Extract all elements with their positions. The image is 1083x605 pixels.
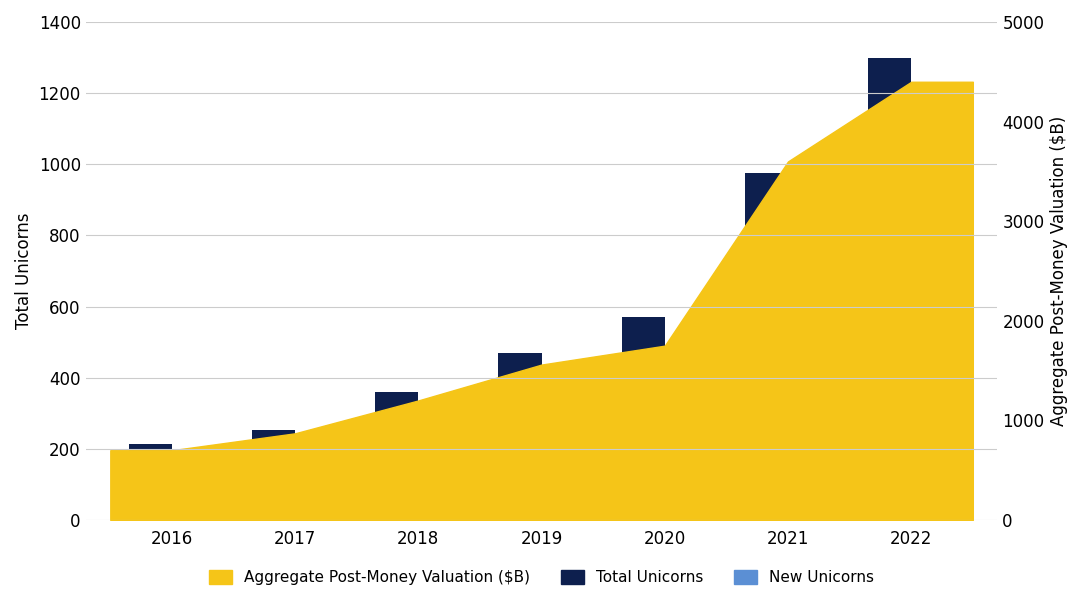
Bar [745,173,788,520]
Bar [129,444,172,520]
Bar [869,57,911,520]
Bar [665,452,708,520]
Bar [375,392,418,520]
Bar [172,497,216,520]
Bar [252,430,296,520]
Bar [622,317,665,520]
Y-axis label: Aggregate Post-Money Valuation ($B): Aggregate Post-Money Valuation ($B) [1051,116,1068,426]
Bar [911,402,954,520]
Bar [498,353,542,520]
Bar [296,489,338,520]
Y-axis label: Total Unicorns: Total Unicorns [15,213,32,329]
Bar [788,315,831,520]
Legend: Aggregate Post-Money Valuation ($B), Total Unicorns, New Unicorns: Aggregate Post-Money Valuation ($B), Tot… [203,564,880,591]
Bar [542,465,585,520]
Bar [418,466,461,520]
